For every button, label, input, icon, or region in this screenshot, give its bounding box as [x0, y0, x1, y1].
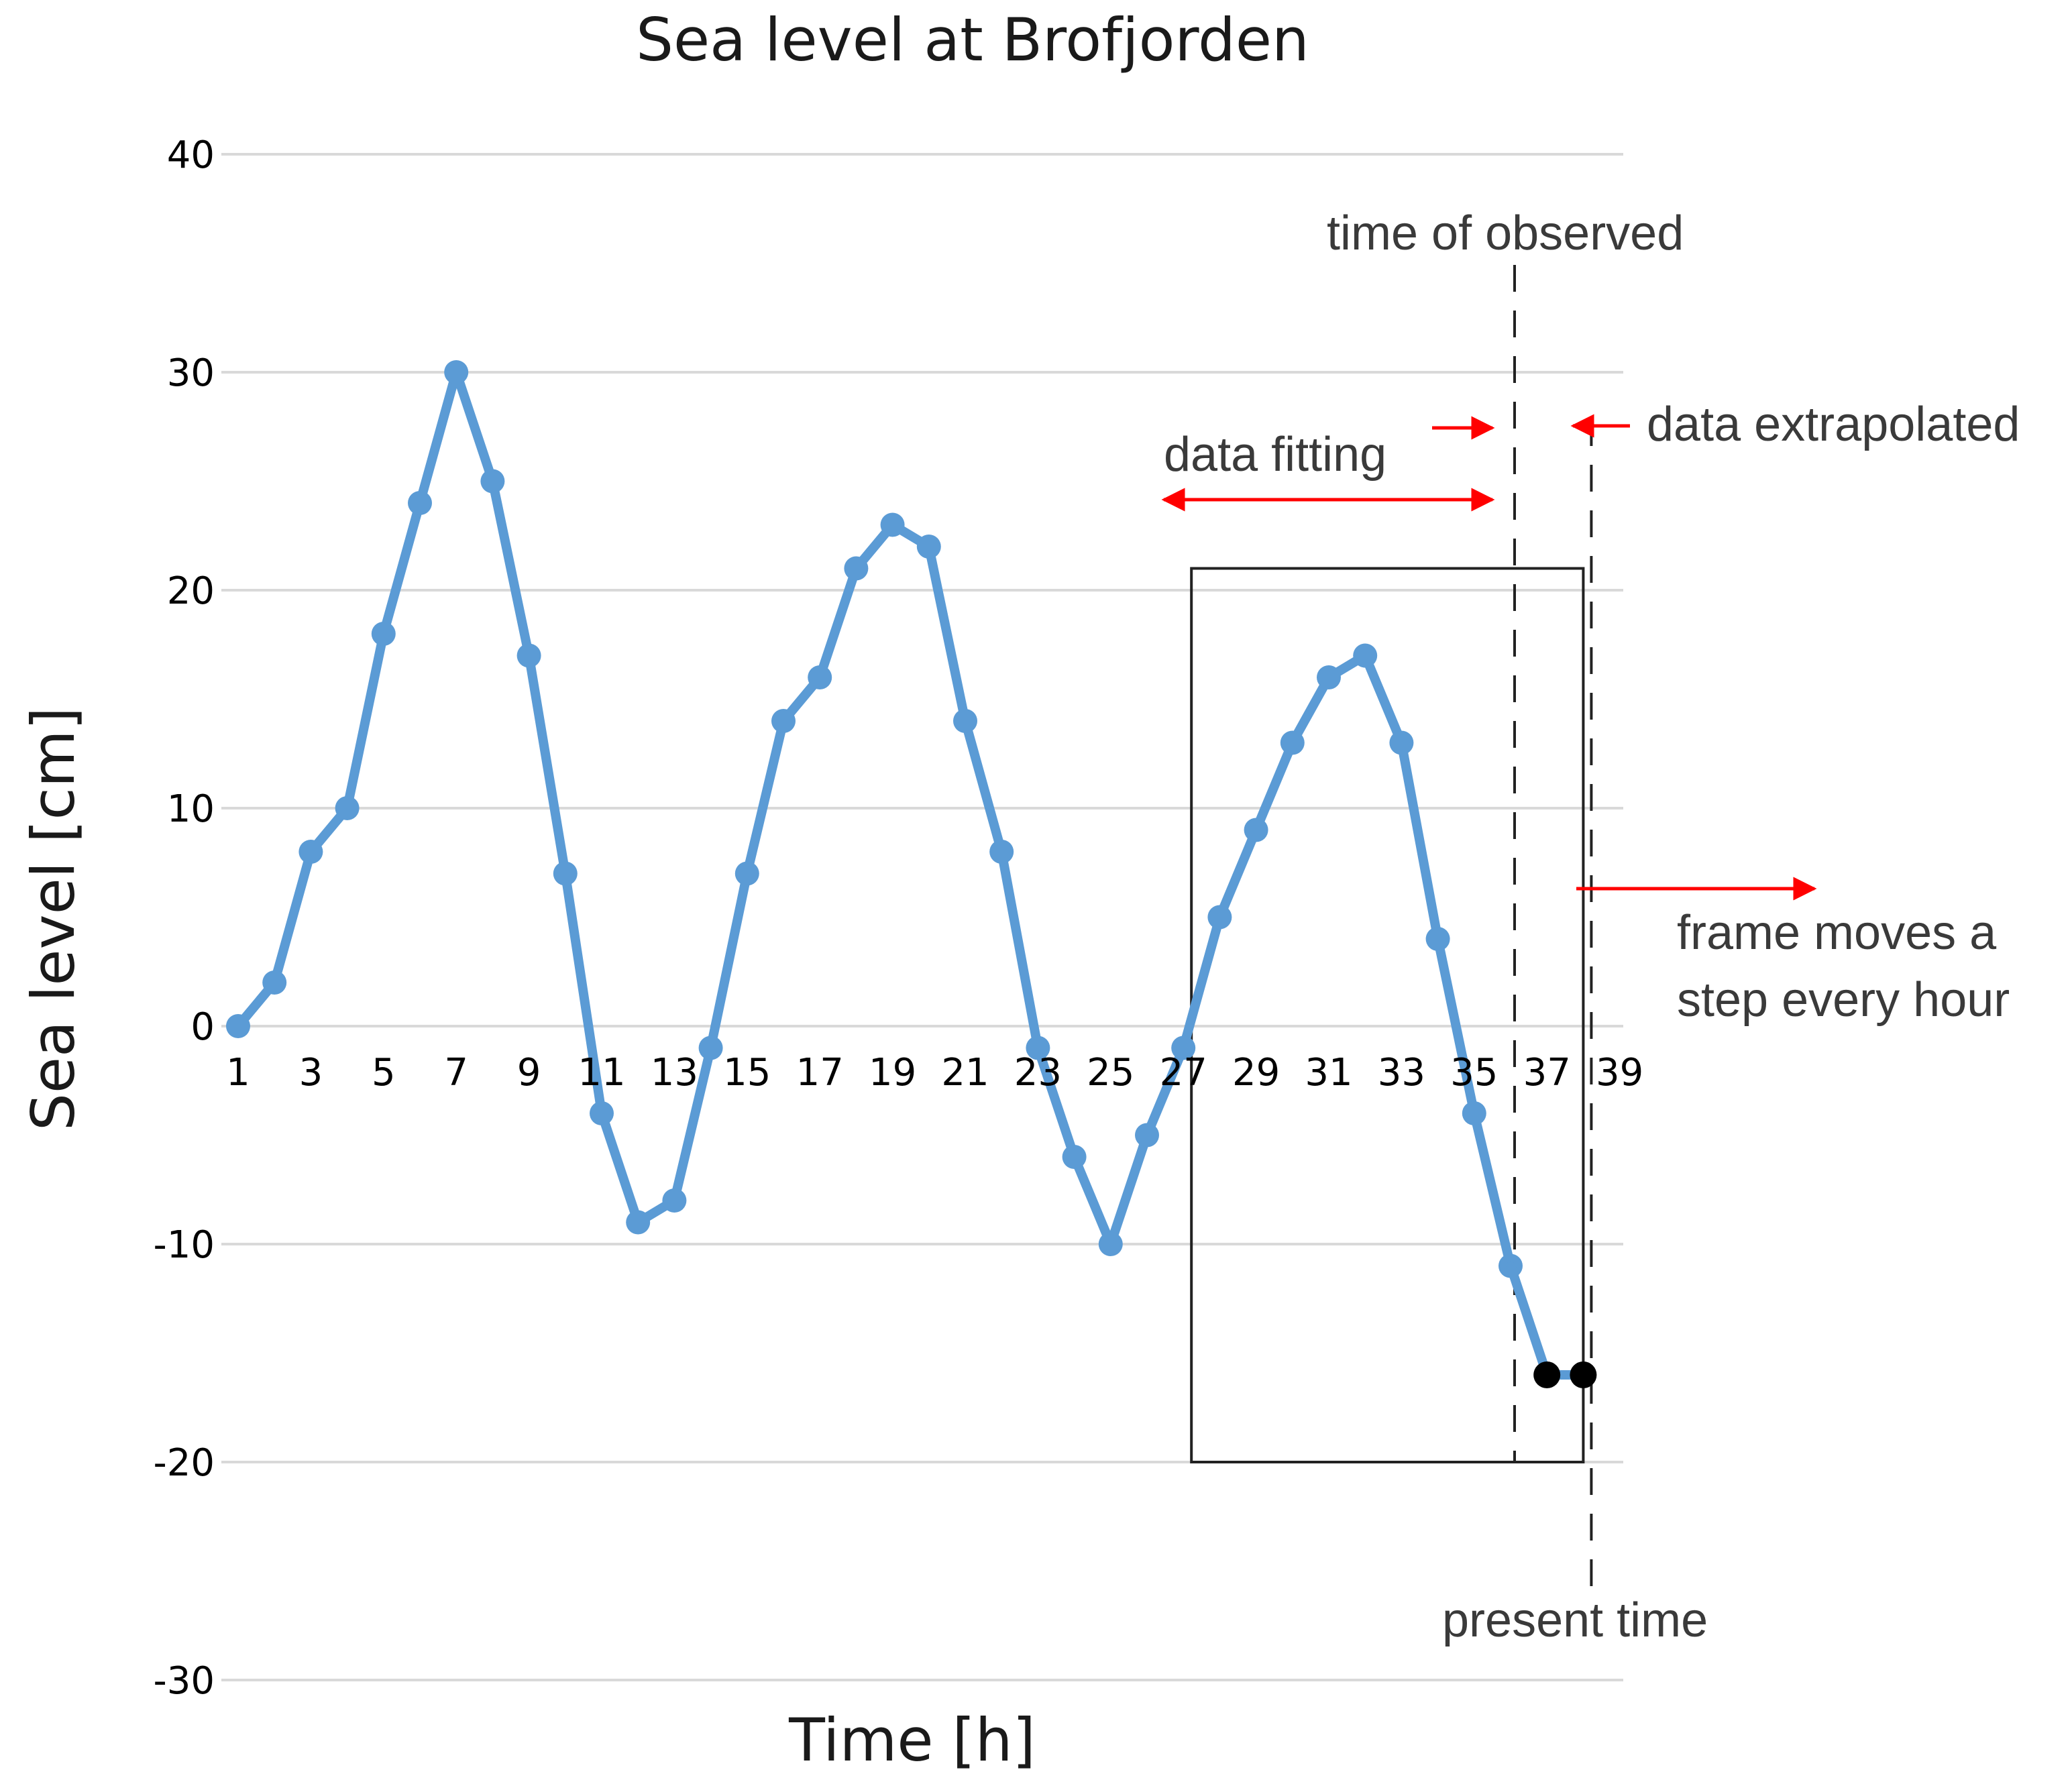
x-axis-label: Time [h] [788, 1706, 1036, 1775]
x-tick-label: 39 [1596, 1051, 1643, 1095]
data-point [1462, 1101, 1486, 1125]
y-tick-label: 0 [190, 1005, 215, 1049]
x-tick-label: 31 [1305, 1051, 1352, 1095]
y-axis-label: Sea level [cm] [19, 707, 88, 1131]
data-point [262, 970, 287, 995]
data-point [553, 861, 578, 886]
data-point [844, 556, 869, 581]
y-tick-label: -20 [154, 1441, 215, 1485]
x-tick-label: 9 [517, 1051, 541, 1095]
x-tick-label: 35 [1450, 1051, 1498, 1095]
chart-title: Sea level at Brofjorden [636, 5, 1309, 74]
data-point [335, 796, 360, 820]
x-tick-label: 27 [1160, 1051, 1207, 1095]
x-tick-label: 33 [1378, 1051, 1425, 1095]
x-tick-label: 17 [796, 1051, 844, 1095]
data-point [1389, 730, 1414, 755]
y-tick-label: -30 [154, 1659, 215, 1703]
data-point [1026, 1036, 1050, 1060]
y-tick-label: 40 [167, 133, 215, 177]
data-point [1098, 1232, 1123, 1256]
x-tick-label: 3 [299, 1051, 323, 1095]
x-tick-label: 29 [1232, 1051, 1280, 1095]
data-point [1280, 730, 1305, 755]
x-tick-label: 13 [651, 1051, 698, 1095]
x-tick-label: 23 [1014, 1051, 1062, 1095]
data-point [880, 512, 905, 537]
x-tick-label: 1 [226, 1051, 250, 1095]
data-point [1317, 665, 1341, 689]
extrapolation-connector [1506, 1261, 1552, 1380]
x-tick-label: 15 [723, 1051, 771, 1095]
data-point [916, 535, 941, 559]
data-point [698, 1036, 723, 1060]
x-tick-label: 19 [869, 1051, 916, 1095]
data-point [516, 643, 541, 668]
annotation-data-fitting: data fitting [1164, 428, 1386, 482]
grid-lines [221, 153, 1623, 1681]
series-line [233, 368, 1515, 1271]
annotation-present-time: present time [1442, 1594, 1708, 1647]
annotation-frame-moves-line1: frame moves a [1677, 906, 1997, 960]
data-point [1171, 1036, 1196, 1060]
data-point [808, 665, 832, 689]
data-points [226, 360, 1523, 1278]
data-point [444, 360, 469, 384]
data-point [989, 840, 1014, 864]
data-point [1425, 927, 1450, 951]
data-point [480, 469, 505, 494]
y-tick-label: -10 [154, 1223, 215, 1267]
x-tick-label: 5 [372, 1051, 396, 1095]
data-point [590, 1101, 614, 1125]
extrapolated-point [1570, 1361, 1597, 1388]
data-point [626, 1210, 651, 1235]
data-point [226, 1014, 250, 1038]
x-tick-label: 11 [578, 1051, 625, 1095]
y-tick-labels: 40 30 20 10 0 -10 -20 -30 [154, 133, 215, 1703]
x-tick-label: 25 [1087, 1051, 1134, 1095]
data-point [662, 1188, 687, 1213]
x-tick-label: 7 [444, 1051, 468, 1095]
data-point [771, 709, 796, 733]
x-tick-labels: 1 3 5 7 9 11 13 15 17 19 21 23 25 27 29 31 33 35 37 39 [226, 1051, 1643, 1095]
x-tick-label: 37 [1523, 1051, 1571, 1095]
data-point [734, 861, 759, 886]
extrapolated-point [1533, 1361, 1561, 1388]
x-tick-label: 21 [941, 1051, 989, 1095]
data-point [298, 840, 323, 864]
data-point [1353, 643, 1378, 668]
annotation-time-of-observed: time of observed [1327, 207, 1684, 260]
data-point [1062, 1145, 1087, 1169]
extrapolated-points [1506, 1261, 1597, 1388]
data-point [1207, 905, 1232, 930]
data-point [1135, 1123, 1159, 1148]
y-tick-label: 30 [167, 351, 215, 395]
data-point [371, 622, 396, 646]
y-tick-label: 20 [167, 569, 215, 613]
data-point [953, 709, 977, 733]
data-point [1244, 818, 1268, 842]
data-point [408, 491, 432, 515]
y-tick-label: 10 [167, 787, 215, 831]
annotation-data-extrapolated: data extrapolated [1647, 398, 2020, 451]
annotation-frame-moves-line2: step every hour [1677, 973, 2010, 1027]
